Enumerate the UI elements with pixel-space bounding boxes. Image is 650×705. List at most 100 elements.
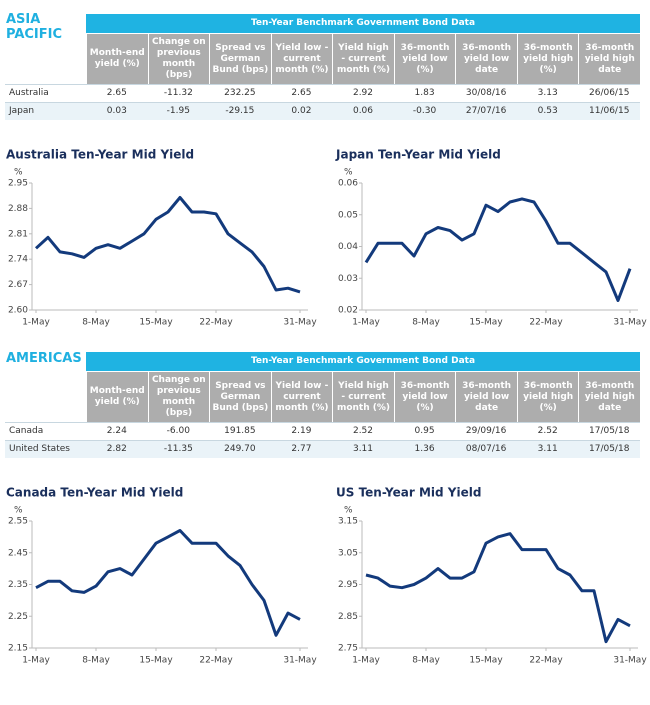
column-header: Yield low - current month (%)	[270, 33, 333, 84]
y-tick-label: 2.25	[8, 612, 28, 622]
x-tick-label: 8-May	[412, 318, 440, 328]
table-cell: 1.36	[393, 440, 456, 458]
x-tick-label: 1-May	[22, 318, 50, 328]
table-cell: 2.52	[332, 422, 394, 440]
x-tick-label: 22-May	[529, 656, 563, 666]
column-header: Month-end yield (%)	[86, 33, 148, 84]
column-header: Spread vs German Bund (bps)	[209, 33, 271, 84]
y-tick-label: 2.75	[338, 644, 358, 654]
table-cell: -29.15	[209, 102, 271, 120]
yield-line	[364, 197, 632, 302]
header-spacer	[5, 371, 86, 421]
chart: Canada Ten-Year Mid Yield% 2.15 2.25 2.35 2.…	[6, 486, 317, 666]
yield-line	[34, 196, 301, 294]
table-grid: Month-end yield (%) Change on previous mo…	[5, 371, 640, 458]
chart-title: Australia Ten-Year Mid Yield	[6, 148, 194, 162]
yield-line	[35, 529, 301, 637]
column-header: Yield low - current month (%)	[270, 371, 333, 422]
bond-table: Ten-Year Benchmark Government Bond Data M…	[5, 14, 640, 120]
column-header: Change on previous month (bps)	[147, 371, 210, 422]
y-tick-label: 2.35	[8, 580, 28, 590]
chart: Australia Ten-Year Mid Yield% 2.60 2.67 2.7…	[6, 148, 317, 328]
y-axis-label: %	[14, 506, 23, 516]
y-tick-label: 3.15	[338, 517, 358, 527]
column-header: 36-month yield low date	[455, 33, 517, 84]
x-tick-label: 8-May	[412, 656, 440, 666]
chart-title: US Ten-Year Mid Yield	[336, 486, 481, 500]
x-tick-label: 15-May	[469, 656, 503, 666]
table-cell: 232.25	[209, 84, 271, 102]
table-cell: 26/06/15	[578, 84, 640, 102]
table-cell: 0.02	[270, 102, 333, 120]
column-header: 36-month yield high date	[578, 371, 640, 422]
table-cell: 0.03	[86, 102, 148, 120]
y-tick-label: 2.81	[8, 229, 28, 239]
table-cell: 17/05/18	[578, 422, 640, 440]
y-tick-label: 0.03	[338, 274, 358, 284]
row-label: Japan	[5, 102, 86, 120]
chart-title: Japan Ten-Year Mid Yield	[335, 148, 501, 162]
table-cell: 3.11	[332, 440, 394, 458]
column-header: 36-month yield low (%)	[393, 371, 456, 422]
y-tick-label: 2.55	[8, 517, 28, 527]
x-tick-label: 22-May	[199, 318, 233, 328]
y-axis-label: %	[344, 506, 353, 516]
table-cell: 08/07/16	[455, 440, 517, 458]
column-header: Spread vs German Bund (bps)	[209, 371, 271, 422]
x-tick-label: 1-May	[352, 318, 380, 328]
table-grid: Month-end yield (%) Change on previous mo…	[5, 33, 640, 120]
column-header: 36-month yield high date	[578, 33, 640, 84]
table-cell: -11.35	[147, 440, 210, 458]
table-cell: 0.95	[393, 422, 456, 440]
y-tick-label: 0.05	[338, 210, 358, 220]
chart: Japan Ten-Year Mid Yield% 0.02 0.03 0.04 0.0…	[335, 148, 647, 328]
table-cell: 11/06/15	[578, 102, 640, 120]
row-label: United States	[5, 440, 86, 458]
section-heading: ASIA PACIFIC	[6, 12, 63, 42]
y-tick-label: 3.05	[338, 548, 358, 558]
row-label: Canada	[5, 422, 86, 440]
row-label: Australia	[5, 84, 86, 102]
x-tick-label: 15-May	[139, 318, 173, 328]
table-cell: 1.83	[393, 84, 456, 102]
column-header: Change on previous month (bps)	[147, 33, 210, 84]
table-cell: 2.24	[86, 422, 148, 440]
x-tick-label: 8-May	[82, 656, 110, 666]
table-cell: 29/09/16	[455, 422, 517, 440]
chart-title: Canada Ten-Year Mid Yield	[6, 486, 183, 500]
table-cell: 30/08/16	[455, 84, 517, 102]
x-tick-label: 31-May	[613, 656, 647, 666]
column-header: Yield high - current month (%)	[332, 33, 394, 84]
table-title: Ten-Year Benchmark Government Bond Data	[86, 352, 640, 371]
chart: US Ten-Year Mid Yield% 2.75 2.85 2.95 3.05 3.…	[336, 486, 647, 666]
column-header: 36-month yield high (%)	[516, 33, 579, 84]
column-header: Yield high - current month (%)	[332, 371, 394, 422]
x-tick-label: 22-May	[199, 656, 233, 666]
x-tick-label: 31-May	[613, 318, 647, 328]
column-header: 36-month yield high (%)	[516, 371, 579, 422]
y-tick-label: 2.88	[8, 204, 28, 214]
column-header: 36-month yield low date	[455, 371, 517, 422]
x-tick-label: 31-May	[283, 656, 317, 666]
table-cell: 3.13	[516, 84, 579, 102]
table-cell: 3.11	[516, 440, 579, 458]
table-cell: 2.19	[270, 422, 333, 440]
y-tick-label: 0.04	[338, 242, 358, 252]
table-cell: 191.85	[209, 422, 271, 440]
x-tick-label: 15-May	[139, 656, 173, 666]
y-tick-label: 2.67	[8, 280, 28, 290]
table-cell: -6.00	[147, 422, 210, 440]
y-tick-label: 2.95	[338, 580, 358, 590]
y-axis-label: %	[344, 168, 353, 178]
y-tick-label: 2.15	[8, 644, 28, 654]
column-header: Month-end yield (%)	[86, 371, 148, 422]
x-tick-label: 1-May	[22, 656, 50, 666]
table-cell: 2.52	[516, 422, 579, 440]
y-tick-label: 0.06	[338, 179, 358, 189]
table-cell: -0.30	[393, 102, 456, 120]
y-axis-label: %	[14, 168, 23, 178]
y-tick-label: 2.60	[8, 306, 28, 316]
table-cell: 2.77	[270, 440, 333, 458]
bond-table: Ten-Year Benchmark Government Bond Data M…	[5, 352, 640, 458]
